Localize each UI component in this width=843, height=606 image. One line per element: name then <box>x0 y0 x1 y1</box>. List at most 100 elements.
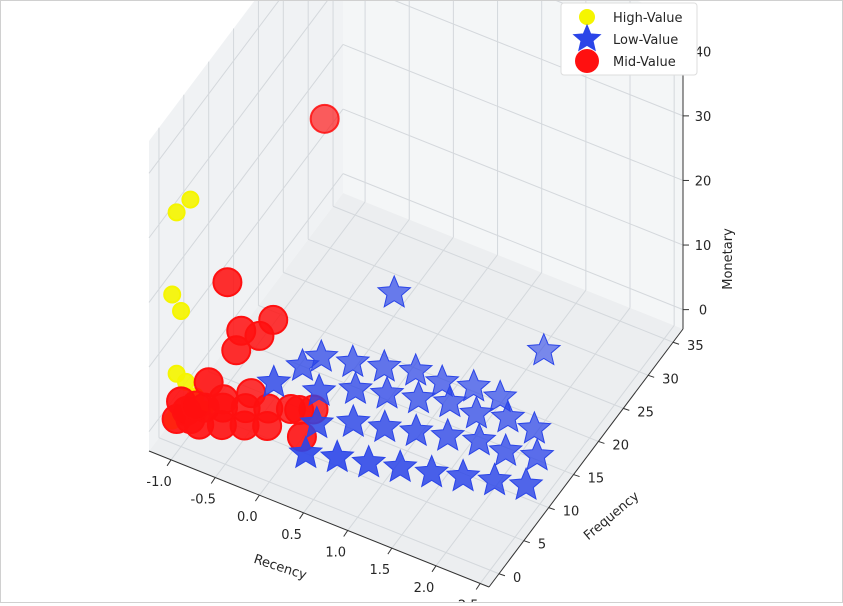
low-value-point <box>424 363 460 397</box>
legend-label: Mid-Value <box>613 55 676 70</box>
grid-line <box>342 108 684 246</box>
y-tick-label: 35 <box>687 339 704 354</box>
legend-marker-mid-value <box>575 49 599 73</box>
x-tick-label: 1.5 <box>370 563 391 578</box>
x-tick-label: 1.0 <box>325 545 346 560</box>
low-value-point <box>299 405 335 439</box>
grid-line <box>479 325 675 584</box>
y-tick-label: 30 <box>662 372 679 387</box>
z-tick-label: 20 <box>695 174 712 189</box>
z-tick-label: 10 <box>695 239 712 254</box>
mid-value-point <box>258 304 289 335</box>
grid-line <box>391 0 684 117</box>
z-tick-label: 0 <box>699 304 707 319</box>
x-tick-mark <box>166 459 172 467</box>
low-value-point <box>335 403 371 437</box>
low-value-point <box>398 413 434 447</box>
low-value-point <box>338 370 373 405</box>
low-value-point <box>398 352 434 386</box>
low-value-point <box>461 422 497 456</box>
low-value-point <box>490 399 526 433</box>
low-value-point <box>256 364 292 398</box>
grid-line <box>283 271 624 409</box>
x-tick-mark <box>343 530 349 537</box>
z-tick-label: 40 <box>695 45 712 60</box>
z-tick-label: 30 <box>695 110 712 125</box>
low-value-point <box>319 439 355 473</box>
mid-value-point <box>208 384 239 415</box>
mid-value-point <box>252 410 283 441</box>
grid-lines <box>148 0 684 584</box>
low-value-point <box>477 462 513 496</box>
y-tick-label: 0 <box>513 571 521 586</box>
y-tick-mark <box>672 341 680 345</box>
y-tick-label: 15 <box>588 472 605 487</box>
y-tick-mark <box>498 573 506 577</box>
x-axis-label: Recency <box>252 552 309 583</box>
x-tick-mark <box>387 547 393 555</box>
low-value-point <box>369 375 405 409</box>
x-tick-label: -1.0 <box>146 475 171 490</box>
low-value-point <box>459 395 494 429</box>
grid-line <box>148 108 344 368</box>
low-value-point <box>301 372 337 407</box>
y-tick-label: 5 <box>538 538 546 553</box>
mid-value-point <box>212 267 243 298</box>
data-points <box>161 103 562 501</box>
low-value-point <box>401 380 436 414</box>
grid-line <box>158 437 500 575</box>
mid-value-point <box>309 103 340 134</box>
grid-line <box>258 304 599 442</box>
x-tick-label: 2.0 <box>414 581 435 596</box>
high-value-point <box>167 203 186 222</box>
y-axis-label: Frequency <box>581 489 642 544</box>
y-tick-label: 25 <box>637 405 654 420</box>
low-value-point <box>376 274 412 308</box>
low-value-point <box>516 410 552 444</box>
x-tick-mark <box>254 494 260 502</box>
x-tick-mark <box>210 477 216 484</box>
grid-line <box>303 254 498 514</box>
mid-value-point <box>236 378 267 409</box>
y-tick-mark <box>523 540 530 544</box>
legend: High-Value Low-Value Mid-Value <box>560 2 698 76</box>
grid-line <box>391 289 587 549</box>
low-value-point <box>288 435 324 469</box>
high-value-point <box>163 285 182 304</box>
mid-value-point <box>221 335 252 366</box>
x-tick-label: 0.0 <box>237 510 258 525</box>
grid-line <box>148 44 344 303</box>
y-tick-label: 20 <box>612 438 629 453</box>
tick-labels: -1.0 -0.5 0.0 0.5 1.0 1.5 2.0 2.5 0 5 10 15 20 25 30 35… <box>146 45 712 606</box>
low-value-point <box>414 454 450 488</box>
low-value-point <box>351 444 387 478</box>
x-axis-line <box>148 450 490 588</box>
low-value-point <box>335 344 371 378</box>
grid-line <box>148 0 329 239</box>
y-tick-label: 10 <box>563 505 580 520</box>
grid-line <box>307 238 649 376</box>
low-value-point <box>526 332 562 366</box>
low-value-point <box>432 384 468 418</box>
low-value-point <box>482 379 518 413</box>
low-value-point <box>519 437 555 471</box>
y-tick-mark <box>648 374 655 378</box>
low-value-point <box>430 417 466 451</box>
y-tick-mark <box>573 474 580 478</box>
x-tick-mark <box>431 565 437 573</box>
low-value-point <box>456 368 492 402</box>
left-pane <box>149 0 343 451</box>
y-tick-mark <box>623 407 630 411</box>
legend-label: Low-Value <box>613 33 678 48</box>
low-value-point <box>488 432 524 467</box>
low-value-point <box>367 409 403 443</box>
low-value-point <box>382 448 418 483</box>
legend-marker-high-value <box>579 9 595 25</box>
y-tick-mark <box>548 507 555 511</box>
x-tick-mark <box>475 583 481 590</box>
legend-label: High-Value <box>613 11 683 26</box>
series-low-value <box>256 274 562 501</box>
low-value-point <box>366 348 402 382</box>
